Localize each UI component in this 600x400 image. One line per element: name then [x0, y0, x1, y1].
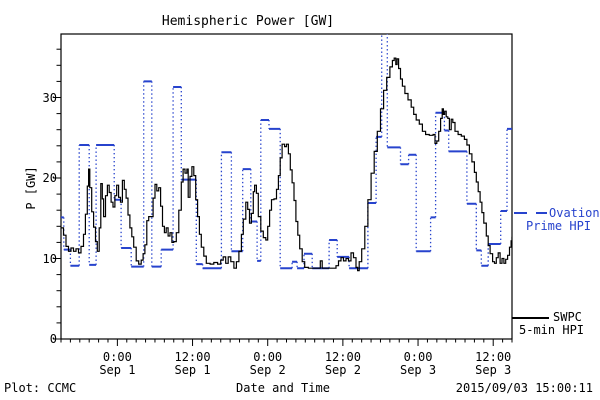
- y-tick-label: 10: [42, 251, 57, 266]
- x-tick-label-date: Sep 2: [324, 363, 361, 377]
- legend-swpc-label-line1: SWPC: [553, 310, 582, 324]
- swpc-line-sample-icon: [512, 317, 549, 319]
- x-tick-label-time: 0:00: [403, 350, 433, 364]
- y-tick-label: 30: [42, 90, 57, 105]
- ovation-line-sample-icon: [536, 212, 547, 214]
- legend-swpc-label-line2: 5-min HPI: [519, 323, 585, 337]
- x-axis-label: Date and Time: [236, 381, 330, 395]
- x-tick-label-date: Sep 1: [174, 363, 211, 377]
- series-swpc-5min-hpi: [61, 57, 512, 272]
- ovation-line-sample-icon: [514, 212, 527, 214]
- x-tick-label-date: Sep 3: [399, 363, 437, 377]
- y-tick-label: 20: [42, 171, 57, 185]
- x-tick-label-date: Sep 3: [475, 363, 512, 377]
- chart-title: Hemispheric Power [GW]: [161, 14, 335, 29]
- x-tick-label-time: 12:00: [324, 350, 361, 364]
- x-tick-label-time: 12:00: [475, 350, 512, 364]
- x-tick-label-time: 12:00: [174, 350, 211, 364]
- x-tick-label-date: Sep 2: [249, 363, 286, 377]
- timestamp: 2015/09/03 15:00:11: [455, 381, 593, 395]
- x-tick-label-time: 0:00: [253, 350, 283, 364]
- x-tick-label-time: 0:00: [102, 350, 132, 364]
- legend-ovation-label-line2: Prime HPI: [526, 219, 592, 233]
- x-tick-label-date: Sep 1: [99, 363, 136, 377]
- plot-credit: Plot: CCMC: [4, 381, 77, 395]
- legend-ovation-label-line1: Ovation: [549, 206, 600, 220]
- plot-frame: [60, 33, 513, 340]
- y-axis-label: P [GW]: [24, 166, 38, 210]
- y-tick-label: 0: [49, 332, 57, 346]
